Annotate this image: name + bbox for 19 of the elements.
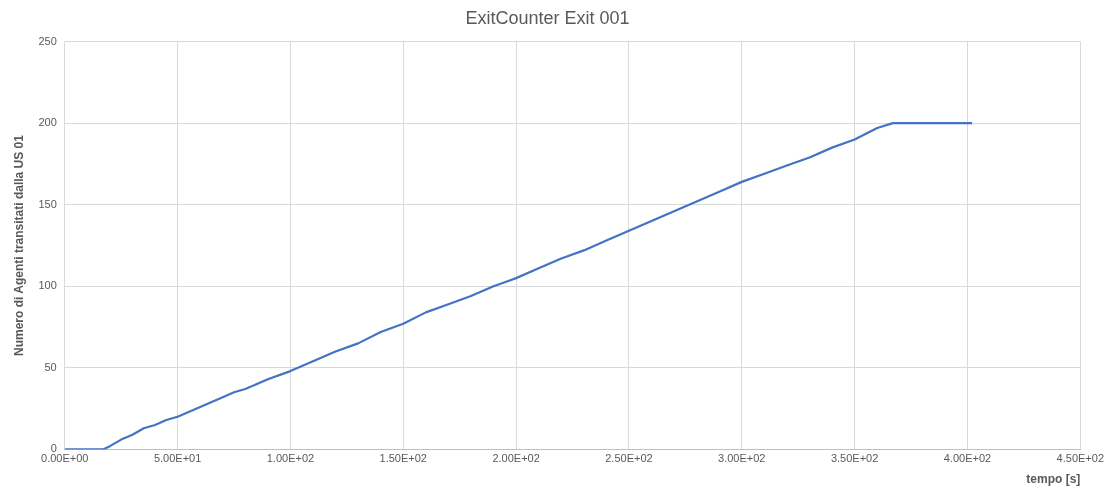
x-tick-label: 4.00E+02 xyxy=(943,452,992,465)
x-tick-label: 1.00E+02 xyxy=(266,452,315,465)
y-tick-label: 0 xyxy=(50,442,57,455)
x-tick-label: 2.50E+02 xyxy=(605,452,653,465)
x-tick-label: 4.50E+02 xyxy=(1056,452,1104,465)
y-tick-label: 200 xyxy=(38,116,57,129)
x-tick-label: 3.00E+02 xyxy=(718,452,766,465)
y-tick-label: 50 xyxy=(44,360,57,373)
y-axis-title: Numero di Agenti transitati dalla US 01 xyxy=(11,134,26,356)
x-tick-label: 2.00E+02 xyxy=(492,452,540,465)
x-tick-label: 5.00E+01 xyxy=(153,452,202,465)
x-tick-label: 0.00E+00 xyxy=(41,452,89,465)
x-axis-title: tempo [s] xyxy=(1026,472,1081,487)
y-tick-label: 250 xyxy=(38,34,57,47)
x-tick-label: 1.50E+02 xyxy=(379,452,427,465)
chart-title: ExitCounter Exit 001 xyxy=(465,7,630,28)
x-tick-label: 3.50E+02 xyxy=(830,452,879,465)
y-tick-label: 150 xyxy=(38,197,57,210)
y-tick-label: 100 xyxy=(38,279,57,292)
